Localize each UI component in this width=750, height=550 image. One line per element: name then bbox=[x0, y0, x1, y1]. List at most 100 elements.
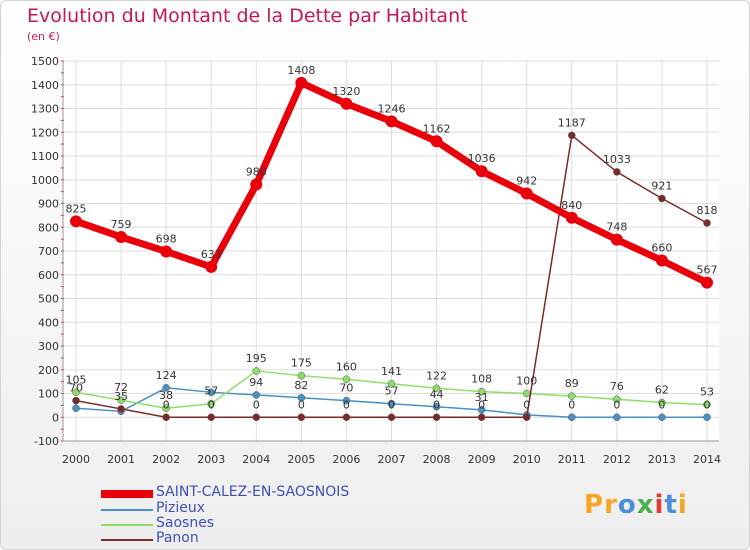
data-point bbox=[207, 388, 215, 397]
chart-title: Evolution du Montant de la Dette par Hab… bbox=[27, 5, 468, 27]
data-point bbox=[522, 413, 531, 421]
data-label: 94 bbox=[249, 376, 263, 389]
x-tick-label: 2000 bbox=[62, 453, 90, 466]
data-point bbox=[162, 413, 170, 421]
data-label: 57 bbox=[385, 385, 399, 398]
data-point bbox=[522, 389, 531, 398]
data-point bbox=[477, 387, 486, 396]
data-label: 35 bbox=[114, 390, 128, 403]
data-label: 759 bbox=[111, 218, 132, 231]
data-label: 0 bbox=[523, 398, 530, 411]
data-point bbox=[477, 413, 486, 421]
data-point bbox=[70, 215, 82, 228]
y-tick-label: 400 bbox=[38, 316, 59, 329]
data-point bbox=[613, 168, 621, 176]
data-point bbox=[250, 178, 263, 191]
data-label: 0 bbox=[478, 398, 485, 411]
data-label: 0 bbox=[388, 398, 395, 411]
data-label: 0 bbox=[298, 398, 305, 411]
y-tick-label: 1400 bbox=[31, 79, 59, 92]
data-point bbox=[703, 400, 711, 409]
legend-label: Saosnes bbox=[156, 515, 215, 531]
y-tick-label: 200 bbox=[38, 364, 59, 377]
data-point bbox=[297, 413, 306, 421]
data-label: 1408 bbox=[287, 64, 315, 77]
y-tick-label: 1100 bbox=[31, 150, 59, 163]
data-label: 1036 bbox=[468, 152, 496, 165]
data-point bbox=[701, 276, 713, 289]
data-point bbox=[252, 367, 261, 375]
data-label: 70 bbox=[339, 382, 353, 395]
data-label: 31 bbox=[475, 391, 489, 404]
y-tick-label: 500 bbox=[38, 293, 59, 306]
data-label: 82 bbox=[294, 379, 308, 392]
data-point bbox=[387, 399, 396, 408]
y-tick-label: 800 bbox=[38, 221, 59, 234]
legend-swatch bbox=[101, 524, 153, 526]
data-point bbox=[432, 403, 441, 411]
y-tick-label: 700 bbox=[38, 245, 59, 258]
data-point bbox=[655, 254, 668, 267]
logo-letter: i bbox=[677, 490, 688, 520]
data-label: 89 bbox=[565, 377, 579, 390]
legend-swatch bbox=[101, 539, 153, 541]
data-label: 62 bbox=[655, 384, 669, 397]
x-tick-label: 2004 bbox=[242, 453, 270, 466]
y-tick-label: -100 bbox=[34, 435, 59, 448]
data-label: 1162 bbox=[423, 122, 451, 135]
data-label: 0 bbox=[433, 398, 440, 411]
logo-letter: x bbox=[636, 490, 655, 520]
data-label: 633 bbox=[201, 248, 222, 261]
data-point bbox=[385, 115, 398, 128]
data-label: 0 bbox=[613, 398, 620, 411]
data-label: 100 bbox=[516, 375, 537, 388]
data-point bbox=[475, 165, 488, 178]
data-point bbox=[610, 233, 623, 246]
legend-swatch bbox=[101, 509, 153, 511]
y-tick-label: 100 bbox=[38, 388, 59, 401]
proxiti-logo: Proxiti bbox=[584, 490, 688, 520]
data-label: 122 bbox=[426, 369, 447, 382]
data-label: 105 bbox=[66, 373, 87, 386]
chart-subtitle: (en €) bbox=[27, 30, 60, 43]
data-point bbox=[115, 230, 128, 243]
data-label: 660 bbox=[651, 242, 672, 255]
legend-label: SAINT-CALEZ-EN-SAOSNOIS bbox=[156, 484, 350, 500]
data-point bbox=[117, 396, 125, 404]
data-point bbox=[72, 396, 80, 405]
data-label: 1033 bbox=[603, 153, 631, 166]
data-label: 160 bbox=[336, 360, 357, 373]
data-label: 921 bbox=[651, 180, 672, 193]
x-tick-label: 2003 bbox=[197, 453, 225, 466]
data-point bbox=[252, 391, 261, 399]
data-point bbox=[703, 413, 711, 421]
legend-label: Pizieux bbox=[156, 500, 206, 516]
data-point bbox=[72, 388, 80, 397]
data-point bbox=[342, 413, 351, 421]
data-label: 70 bbox=[69, 382, 83, 395]
data-point bbox=[658, 413, 666, 421]
data-label: 195 bbox=[246, 352, 267, 365]
data-point bbox=[387, 413, 396, 421]
data-label: 0 bbox=[163, 398, 170, 411]
data-point bbox=[658, 194, 666, 203]
data-label: 942 bbox=[516, 175, 537, 188]
x-tick-label: 2008 bbox=[423, 453, 451, 466]
data-label: 1187 bbox=[558, 116, 586, 129]
data-point bbox=[295, 76, 308, 89]
legend-swatch bbox=[101, 490, 153, 498]
data-label: 0 bbox=[704, 398, 711, 411]
data-label: 76 bbox=[610, 380, 624, 393]
x-tick-label: 2014 bbox=[693, 453, 721, 466]
data-point bbox=[207, 413, 215, 421]
y-tick-label: 900 bbox=[38, 198, 59, 211]
data-label: 1246 bbox=[378, 102, 406, 115]
data-label: 175 bbox=[291, 357, 312, 370]
data-point bbox=[252, 413, 261, 421]
logo-letter: r bbox=[604, 490, 618, 520]
data-label: 825 bbox=[66, 202, 87, 215]
data-label: 0 bbox=[658, 398, 665, 411]
x-tick-label: 2013 bbox=[648, 453, 676, 466]
